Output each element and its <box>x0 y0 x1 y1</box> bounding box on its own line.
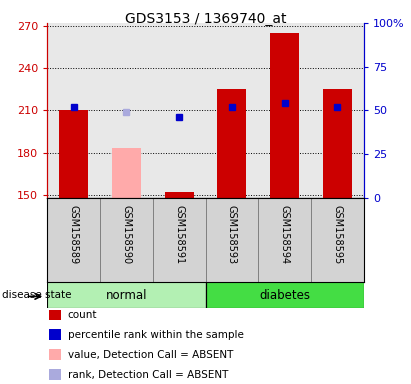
Bar <box>112 149 141 198</box>
Text: percentile rank within the sample: percentile rank within the sample <box>68 330 244 340</box>
Text: GSM158595: GSM158595 <box>332 205 342 264</box>
Text: GSM158591: GSM158591 <box>174 205 184 264</box>
Text: normal: normal <box>106 289 147 301</box>
Text: disease state: disease state <box>2 290 72 300</box>
Text: GSM158593: GSM158593 <box>227 205 237 264</box>
Bar <box>206 282 364 308</box>
Bar <box>47 282 206 308</box>
Bar <box>323 89 352 198</box>
Bar <box>217 89 246 198</box>
Text: GSM158594: GSM158594 <box>279 205 290 264</box>
Bar <box>165 192 194 198</box>
Text: count: count <box>68 310 97 320</box>
Bar <box>59 111 88 198</box>
Text: GSM158590: GSM158590 <box>121 205 132 264</box>
Text: GDS3153 / 1369740_at: GDS3153 / 1369740_at <box>125 12 286 25</box>
Text: rank, Detection Call = ABSENT: rank, Detection Call = ABSENT <box>68 370 228 380</box>
Text: GSM158589: GSM158589 <box>69 205 79 264</box>
Bar <box>270 33 299 198</box>
Text: value, Detection Call = ABSENT: value, Detection Call = ABSENT <box>68 350 233 360</box>
Text: diabetes: diabetes <box>259 289 310 301</box>
